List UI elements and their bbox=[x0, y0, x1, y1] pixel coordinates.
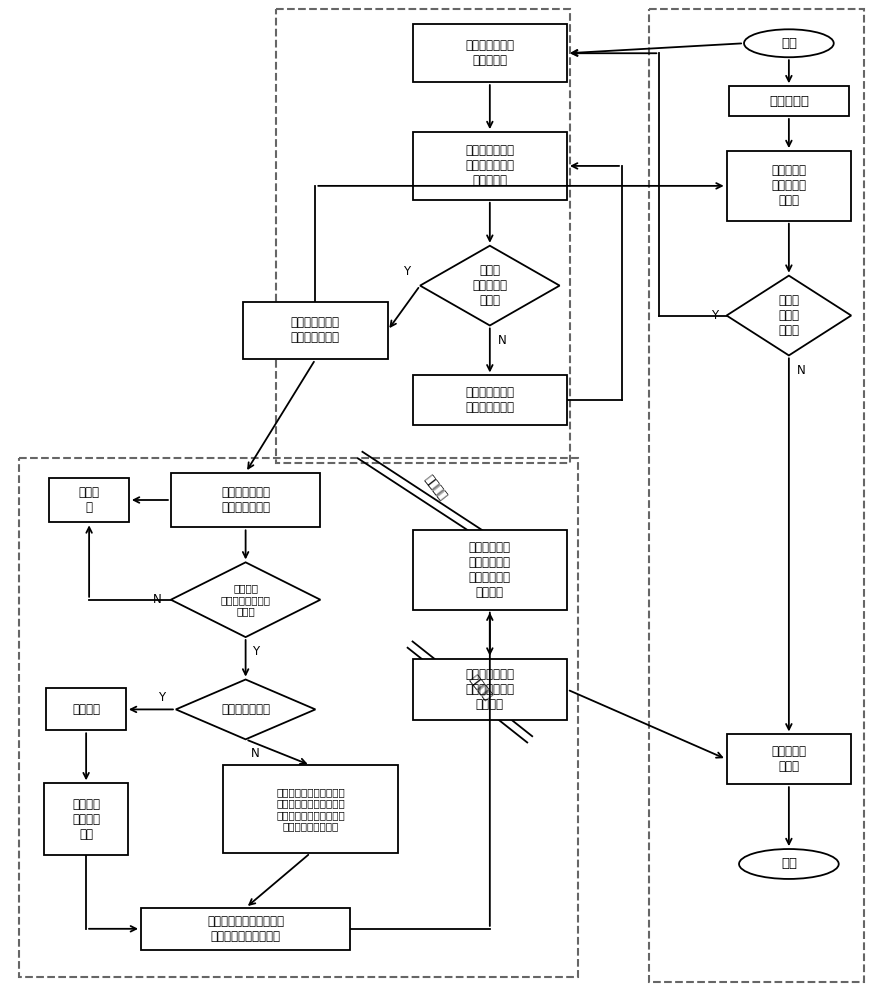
Text: 新的通讯方式优先级经当
前通信方式发送给终端: 新的通讯方式优先级经当 前通信方式发送给终端 bbox=[207, 915, 284, 943]
Text: 当前通
信方式是否
有效？: 当前通 信方式是否 有效？ bbox=[472, 264, 507, 307]
Polygon shape bbox=[726, 276, 851, 355]
FancyBboxPatch shape bbox=[413, 24, 567, 82]
Text: 人为设定
的切换优
先级: 人为设定 的切换优 先级 bbox=[73, 798, 101, 841]
Polygon shape bbox=[170, 562, 321, 637]
Bar bbox=[275, 9, 570, 463]
FancyBboxPatch shape bbox=[141, 908, 350, 950]
Text: 刷新通信
方式优先级标志位
有效？: 刷新通信 方式优先级标志位 有效？ bbox=[220, 583, 271, 616]
Text: 调整通信方式优
先级，形成新的
切换方法: 调整通信方式优 先级，形成新的 切换方法 bbox=[465, 668, 514, 711]
Bar bbox=[649, 9, 864, 982]
FancyBboxPatch shape bbox=[49, 478, 129, 522]
Text: 将通信方式切换
到当前优先级最
高通讯方式: 将通信方式切换 到当前优先级最 高通讯方式 bbox=[465, 144, 514, 187]
Text: 后台平台接收到
终端的状态信息: 后台平台接收到 终端的状态信息 bbox=[221, 486, 270, 514]
Text: 依据相关标准、全球资费
数据库，控制器分析处理
反馈的终端状态信息形成
新的通信方式优先级: 依据相关标准、全球资费 数据库，控制器分析处理 反馈的终端状态信息形成 新的通信… bbox=[276, 787, 344, 832]
Text: 反馈终端的状态
信息到后台平台: 反馈终端的状态 信息到后台平台 bbox=[291, 316, 340, 344]
FancyBboxPatch shape bbox=[413, 375, 567, 425]
Text: 其它用
途: 其它用 途 bbox=[79, 486, 100, 514]
Text: N: N bbox=[251, 747, 260, 760]
Bar bbox=[19, 458, 578, 977]
FancyBboxPatch shape bbox=[726, 151, 851, 221]
Text: 下行链路: 下行链路 bbox=[466, 672, 494, 703]
Polygon shape bbox=[176, 680, 316, 739]
Text: Y: Y bbox=[711, 309, 718, 322]
Ellipse shape bbox=[744, 29, 834, 57]
Text: 结束: 结束 bbox=[780, 857, 797, 870]
Text: Y: Y bbox=[403, 265, 410, 278]
Text: 当前的通信方式
的切换方法: 当前的通信方式 的切换方法 bbox=[465, 39, 514, 67]
Ellipse shape bbox=[739, 849, 839, 879]
Text: N: N bbox=[497, 334, 506, 347]
FancyBboxPatch shape bbox=[413, 132, 567, 200]
Polygon shape bbox=[420, 246, 559, 325]
FancyBboxPatch shape bbox=[46, 688, 126, 730]
Text: 切换到优先级低
一级的通信方式: 切换到优先级低 一级的通信方式 bbox=[465, 386, 514, 414]
Text: 系统初始化: 系统初始化 bbox=[769, 95, 808, 108]
Text: 有无人为输入？: 有无人为输入？ bbox=[221, 703, 270, 716]
FancyBboxPatch shape bbox=[729, 86, 849, 116]
Text: Y: Y bbox=[158, 691, 165, 704]
FancyBboxPatch shape bbox=[413, 530, 567, 610]
Text: 开始: 开始 bbox=[780, 37, 797, 50]
FancyBboxPatch shape bbox=[44, 783, 128, 855]
Text: 终端获得当
前自身的状
态信息: 终端获得当 前自身的状 态信息 bbox=[772, 164, 807, 207]
Text: 终端经当前的
通信方式接收
到新的通信方
式优先级: 终端经当前的 通信方式接收 到新的通信方 式优先级 bbox=[468, 541, 510, 599]
FancyBboxPatch shape bbox=[413, 659, 567, 720]
Text: N: N bbox=[796, 364, 805, 377]
Text: 上行链路: 上行链路 bbox=[421, 473, 448, 503]
Text: 是否发
送状态
信息？: 是否发 送状态 信息？ bbox=[779, 294, 800, 337]
FancyBboxPatch shape bbox=[170, 473, 321, 527]
Text: N: N bbox=[153, 593, 162, 606]
Text: 执行其它功
能程序: 执行其它功 能程序 bbox=[772, 745, 807, 773]
Text: Y: Y bbox=[252, 645, 259, 658]
Text: 人为输入: 人为输入 bbox=[73, 703, 101, 716]
FancyBboxPatch shape bbox=[223, 765, 398, 853]
FancyBboxPatch shape bbox=[243, 302, 388, 359]
FancyBboxPatch shape bbox=[726, 734, 851, 784]
